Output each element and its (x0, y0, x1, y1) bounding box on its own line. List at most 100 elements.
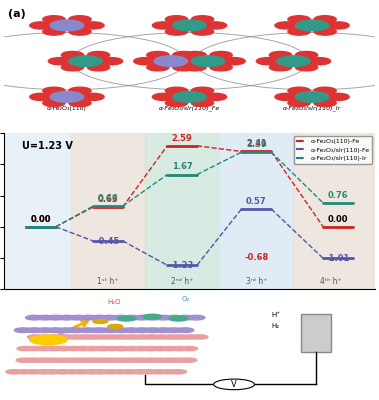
Circle shape (117, 316, 136, 321)
Circle shape (104, 346, 120, 351)
Circle shape (94, 358, 110, 362)
Circle shape (69, 16, 91, 23)
Circle shape (180, 358, 197, 362)
Text: 2.39: 2.39 (246, 140, 267, 149)
Circle shape (83, 370, 99, 374)
Text: 0.66: 0.66 (97, 194, 118, 203)
Circle shape (49, 58, 70, 65)
Circle shape (74, 370, 90, 374)
Circle shape (90, 328, 108, 332)
Circle shape (184, 64, 206, 71)
Circle shape (169, 316, 188, 321)
Circle shape (36, 328, 54, 332)
Circle shape (100, 328, 118, 332)
Circle shape (210, 52, 232, 58)
Circle shape (43, 100, 65, 106)
Circle shape (113, 358, 129, 362)
Circle shape (95, 335, 111, 339)
Text: 1.67: 1.67 (172, 162, 193, 172)
Text: -0.68: -0.68 (244, 253, 268, 262)
Circle shape (14, 328, 32, 332)
Circle shape (147, 52, 169, 58)
Circle shape (314, 28, 336, 35)
Circle shape (132, 358, 149, 362)
Circle shape (82, 93, 104, 100)
Circle shape (214, 379, 254, 390)
Circle shape (54, 370, 70, 374)
Circle shape (172, 335, 189, 339)
Circle shape (37, 335, 53, 339)
Circle shape (84, 358, 100, 362)
Circle shape (122, 370, 138, 374)
Circle shape (47, 315, 65, 320)
Circle shape (61, 52, 84, 58)
Circle shape (30, 93, 52, 100)
Text: 0.76: 0.76 (328, 191, 348, 200)
Circle shape (64, 358, 81, 362)
Text: α-Fe₂O₃/sIr(110)_Fe: α-Fe₂O₃/sIr(110)_Fe (159, 106, 220, 111)
Circle shape (154, 328, 172, 332)
Text: α-Fe₂O₃/sIr(110)_Ir: α-Fe₂O₃/sIr(110)_Ir (283, 106, 341, 111)
Circle shape (191, 87, 214, 94)
Circle shape (166, 315, 183, 320)
Circle shape (132, 370, 148, 374)
Circle shape (25, 315, 43, 320)
Circle shape (133, 346, 149, 351)
Circle shape (55, 358, 71, 362)
Circle shape (256, 58, 279, 65)
Circle shape (36, 315, 54, 320)
Text: 0.00: 0.00 (31, 215, 51, 224)
Circle shape (114, 346, 130, 351)
Circle shape (144, 328, 161, 332)
Circle shape (288, 28, 310, 35)
Text: 0.57: 0.57 (246, 197, 267, 206)
Text: H⁺: H⁺ (271, 312, 280, 318)
Circle shape (314, 16, 336, 23)
Circle shape (122, 328, 140, 332)
Text: H₂: H₂ (271, 323, 279, 329)
Circle shape (64, 370, 80, 374)
Circle shape (288, 100, 310, 106)
Circle shape (45, 358, 61, 362)
Circle shape (82, 22, 104, 29)
Circle shape (152, 346, 169, 351)
Circle shape (27, 346, 43, 351)
Circle shape (314, 100, 336, 106)
Circle shape (288, 87, 310, 94)
Circle shape (50, 20, 84, 31)
Circle shape (141, 370, 157, 374)
Circle shape (6, 370, 22, 374)
Circle shape (112, 370, 128, 374)
Circle shape (155, 315, 172, 320)
Circle shape (133, 315, 151, 320)
Circle shape (144, 315, 162, 320)
Circle shape (105, 335, 121, 339)
Circle shape (269, 52, 292, 58)
Circle shape (58, 328, 75, 332)
Circle shape (163, 335, 179, 339)
Circle shape (114, 335, 131, 339)
Circle shape (191, 100, 214, 106)
Circle shape (152, 22, 175, 29)
Circle shape (143, 314, 161, 319)
Legend: α-Fe₂O₃(110)-Fe, α-Fe₂O₃/sIr(110)-Fe, α-Fe₂O₃/sIr(110)-Ir: α-Fe₂O₃(110)-Fe, α-Fe₂O₃/sIr(110)-Fe, α-… (294, 136, 372, 164)
Circle shape (93, 370, 109, 374)
Circle shape (17, 346, 33, 351)
Circle shape (143, 335, 160, 339)
Circle shape (143, 346, 159, 351)
Circle shape (56, 346, 72, 351)
Circle shape (30, 335, 67, 345)
Circle shape (171, 358, 187, 362)
Circle shape (309, 58, 330, 65)
Circle shape (191, 28, 214, 35)
Text: 3ʳᵈ h⁺: 3ʳᵈ h⁺ (246, 276, 267, 286)
Circle shape (204, 22, 227, 29)
Circle shape (87, 64, 110, 71)
Circle shape (133, 328, 151, 332)
Circle shape (68, 328, 86, 332)
Circle shape (295, 20, 329, 31)
Circle shape (134, 335, 150, 339)
Circle shape (327, 22, 349, 29)
Circle shape (147, 64, 169, 71)
Circle shape (122, 315, 140, 320)
